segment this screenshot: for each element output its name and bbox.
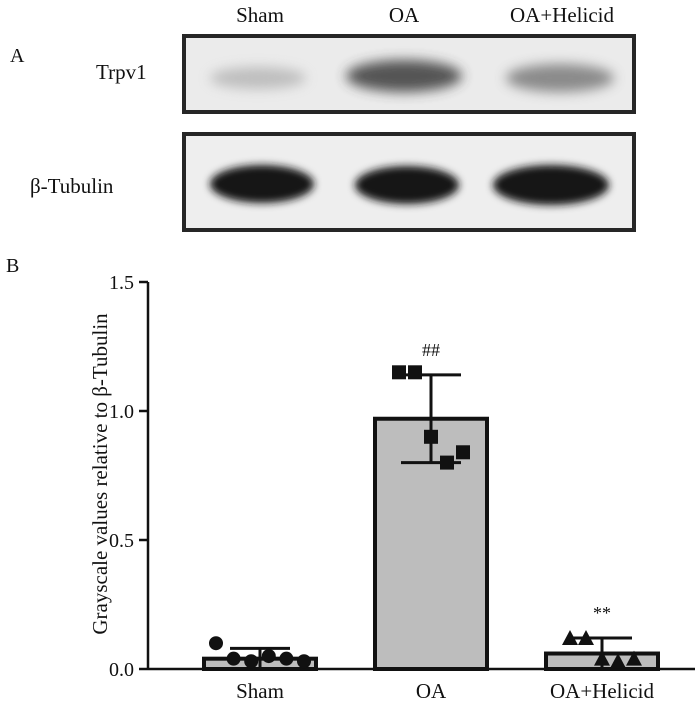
data-point-sham (244, 654, 259, 669)
y-axis-label: Grayscale values relative to β-Tubulin (88, 313, 112, 635)
data-point-sham (279, 651, 294, 666)
panel-b-label: B (6, 255, 19, 277)
band-tubulin-sham (210, 165, 314, 203)
data-point-oa-helicid (562, 630, 578, 646)
y-tick-label: 0.0 (109, 659, 134, 681)
significance-annotation-oa-helicid: ** (593, 603, 611, 623)
data-point-oa-helicid (610, 653, 626, 669)
band-trpv1-oa-helicid (506, 64, 614, 92)
data-point-oa (408, 365, 422, 380)
lane-label-sham: Sham (236, 3, 284, 27)
panel-a-label: A (10, 45, 25, 67)
blot-label-tubulin: β-Tubulin (30, 174, 114, 198)
y-tick-label: 1.5 (109, 272, 134, 294)
data-point-sham (226, 651, 241, 666)
band-tubulin-oa (355, 166, 459, 204)
y-tick-label: 1.0 (109, 401, 134, 423)
y-tick-label: 0.5 (109, 530, 134, 552)
significance-annotation-oa: ## (422, 340, 440, 360)
x-tick-label-oa-helicid: OA+Helicid (550, 679, 654, 703)
band-tubulin-oa-helicid (493, 165, 609, 205)
x-tick-label-sham: Sham (236, 679, 284, 703)
data-point-oa (456, 445, 470, 460)
data-point-sham (297, 654, 311, 669)
data-point-oa (392, 365, 406, 380)
band-trpv1-oa (346, 60, 462, 92)
data-point-oa-helicid (594, 650, 610, 666)
data-point-sham (209, 636, 223, 651)
lane-label-oa-helicid: OA+Helicid (510, 3, 614, 27)
data-point-oa-helicid (626, 650, 642, 666)
data-point-oa (440, 455, 454, 470)
blot-tubulin (182, 132, 636, 232)
data-point-oa-helicid (578, 630, 594, 646)
lane-label-oa: OA (389, 3, 420, 27)
bar-chart: 0.0 0.5 1.0 1.5 Sham ## OA ** OA+Helicid (109, 272, 695, 703)
data-point-oa (424, 429, 438, 444)
data-point-sham (261, 649, 276, 664)
blot-label-trpv1: Trpv1 (96, 60, 147, 84)
x-tick-label-oa: OA (416, 679, 447, 703)
band-trpv1-sham (210, 67, 306, 89)
blot-trpv1 (182, 34, 636, 114)
